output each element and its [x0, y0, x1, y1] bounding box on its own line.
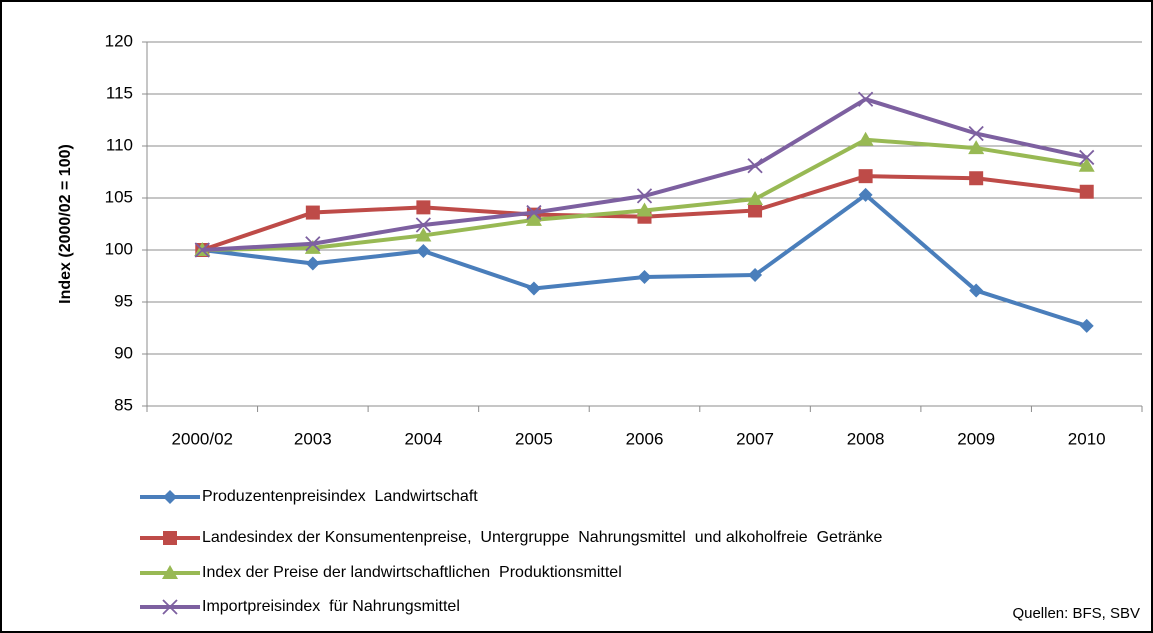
marker — [416, 200, 431, 215]
marker — [968, 140, 985, 155]
marker — [416, 244, 431, 259]
y-tick-label: 105 — [105, 187, 133, 206]
marker — [1079, 318, 1094, 333]
marker — [748, 203, 763, 218]
marker — [968, 125, 984, 142]
y-tick-label: 110 — [106, 135, 133, 154]
marker — [747, 158, 763, 174]
marker — [162, 565, 178, 579]
marker — [748, 267, 763, 282]
marker — [747, 191, 764, 206]
x-tick-label: 2005 — [515, 429, 553, 448]
y-tick-label: 90 — [114, 343, 133, 362]
x-tick-label: 2008 — [847, 429, 885, 448]
marker — [194, 242, 210, 258]
legend-text: Importpreisindex für Nahrungsmittel — [202, 598, 460, 615]
y-tick-label: 120 — [105, 31, 133, 50]
y-axis-label: Index (2000/02 = 100) — [57, 144, 74, 304]
x-tick-label: 2010 — [1068, 429, 1106, 448]
marker — [1078, 157, 1095, 172]
marker — [858, 169, 873, 184]
y-tick-label: 115 — [106, 83, 133, 102]
x-tick-label: 2009 — [957, 429, 995, 448]
marker — [969, 171, 984, 186]
y-tick-label: 100 — [105, 239, 133, 258]
marker — [857, 91, 874, 107]
marker — [415, 217, 432, 233]
x-tick-label: 2003 — [294, 429, 332, 448]
marker — [636, 188, 653, 204]
legend-text: Produzentenpreisindex Landwirtschaft — [202, 488, 478, 505]
marker — [162, 599, 178, 615]
y-tick-label: 85 — [114, 395, 133, 414]
marker — [1079, 149, 1095, 166]
legend-text: Index der Preise der landwirtschaftliche… — [202, 564, 622, 581]
marker — [637, 270, 652, 285]
y-tick-label: 95 — [114, 291, 133, 310]
marker — [304, 239, 321, 254]
source: Quellen: BFS, SBV — [1012, 605, 1140, 622]
marker — [526, 281, 541, 296]
marker — [857, 131, 874, 146]
marker — [636, 202, 653, 217]
x-tick-label: 2007 — [736, 429, 774, 448]
marker — [305, 256, 320, 271]
marker — [858, 187, 873, 202]
x-tick-label: 2006 — [626, 429, 664, 448]
marker — [1079, 184, 1094, 199]
marker — [163, 490, 177, 504]
marker — [305, 236, 321, 252]
legend-text: Landesindex der Konsumentenpreise, Unter… — [202, 529, 883, 546]
marker — [163, 531, 177, 545]
marker — [526, 204, 542, 221]
marker — [415, 227, 432, 242]
marker — [525, 211, 542, 226]
marker — [969, 283, 984, 298]
x-tick-label: 2004 — [404, 429, 442, 448]
marker — [305, 205, 320, 220]
x-tick-label: 2000/02 — [172, 429, 233, 448]
